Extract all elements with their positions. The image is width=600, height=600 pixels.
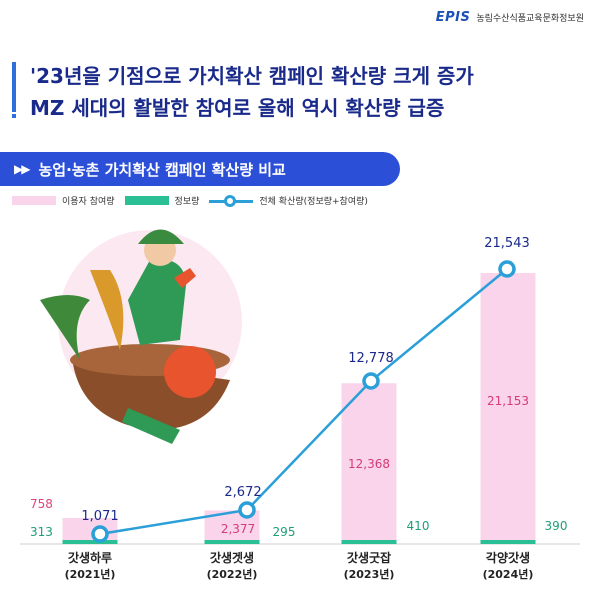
x-tick-label-0: 갓생하루 bbox=[68, 550, 112, 565]
bar-participation-2 bbox=[341, 383, 397, 540]
x-tick-label-3: 각양갓생 bbox=[486, 550, 530, 565]
section-banner: ▶▶ 농업·농촌 가치확산 캠페인 확산량 비교 bbox=[0, 152, 400, 186]
legend-label-total: 전체 확산량(정보량+참여량) bbox=[259, 197, 368, 207]
data-label-participation-3: 21,153 bbox=[487, 394, 529, 408]
x-tick-sublabel-2: (2023년) bbox=[344, 567, 395, 581]
headline-line-2: MZ 세대의 활발한 참여로 올해 역시 확산량 급증 bbox=[30, 96, 445, 120]
farmer-overalls bbox=[128, 259, 186, 345]
double-arrow-icon: ▶▶ bbox=[14, 162, 31, 176]
legend-item-participation: 이용자 참여량 bbox=[12, 194, 115, 207]
tomato-shape bbox=[164, 346, 216, 398]
headline-line-1: '23년을 기점으로 가치확산 캠페인 확산량 크게 증가 bbox=[30, 64, 474, 88]
headline-accent-dot bbox=[12, 114, 16, 118]
x-tick-label-2: 갓생굿잡 bbox=[347, 550, 391, 565]
farmer-illustration bbox=[40, 229, 242, 444]
data-label-participation-1: 2,377 bbox=[221, 522, 255, 536]
data-label-total-1: 2,672 bbox=[224, 485, 261, 500]
bar-participation-3 bbox=[480, 273, 536, 540]
bar-info-3 bbox=[480, 540, 536, 544]
data-label-total-0: 1,071 bbox=[81, 509, 118, 524]
epis-logo: EPIS 농림수산식품교육문화정보원 bbox=[436, 10, 584, 25]
x-tick-sublabel-1: (2022년) bbox=[207, 567, 258, 581]
series-line-total bbox=[99, 268, 508, 536]
point-total-0 bbox=[91, 525, 109, 543]
carrot-shape bbox=[174, 268, 196, 288]
x-tick-sublabel-3: (2024년) bbox=[483, 567, 534, 581]
point-total-3 bbox=[498, 260, 516, 278]
x-tick-label-1: 갓생겟생 bbox=[210, 550, 254, 565]
legend-item-total: 전체 확산량(정보량+참여량) bbox=[209, 194, 368, 207]
headline-accent-bar bbox=[12, 62, 16, 112]
bar-info-2 bbox=[341, 540, 397, 544]
section-title: 농업·농촌 가치확산 캠페인 확산량 비교 bbox=[38, 160, 286, 179]
legend-label-info: 정보량 bbox=[174, 197, 200, 207]
legend-label-participation: 이용자 참여량 bbox=[62, 197, 115, 207]
legend-swatch-participation bbox=[12, 196, 56, 205]
point-total-1 bbox=[238, 501, 256, 519]
legend-item-info: 정보량 bbox=[124, 194, 200, 207]
logo-org-name: 농림수산식품교육문화정보원 bbox=[476, 14, 584, 24]
chart-legend: 이용자 참여량 정보량 전체 확산량(정보량+참여량) bbox=[12, 194, 588, 207]
point-total-2 bbox=[362, 372, 380, 390]
legend-swatch-info bbox=[124, 196, 169, 205]
data-label-participation-2: 12,368 bbox=[348, 457, 390, 471]
data-label-total-3: 21,543 bbox=[484, 236, 530, 251]
data-label-info-3: 390 bbox=[545, 519, 568, 533]
bar-info-0 bbox=[62, 540, 118, 544]
farmer-leg bbox=[122, 408, 180, 444]
leaf-shape bbox=[40, 295, 90, 360]
logo-mark: EPIS bbox=[435, 10, 471, 25]
data-label-info-1: 295 bbox=[273, 525, 296, 539]
data-label-info-0: 313 bbox=[30, 525, 53, 539]
data-label-participation-0: 758 bbox=[30, 497, 53, 511]
legend-swatch-total-line bbox=[209, 194, 254, 207]
farmer-hat bbox=[138, 229, 184, 244]
x-tick-sublabel-0: (2021년) bbox=[65, 567, 116, 581]
data-label-total-2: 12,778 bbox=[348, 351, 394, 366]
wheat-shape bbox=[90, 270, 124, 350]
data-label-info-2: 410 bbox=[407, 519, 430, 533]
chart-marks: 갓생하루 (2021년) 갓생겟생 (2022년) 갓생굿잡 (2023년) 각양갓생 (20… bbox=[30, 236, 567, 581]
bar-info-1 bbox=[204, 540, 260, 544]
